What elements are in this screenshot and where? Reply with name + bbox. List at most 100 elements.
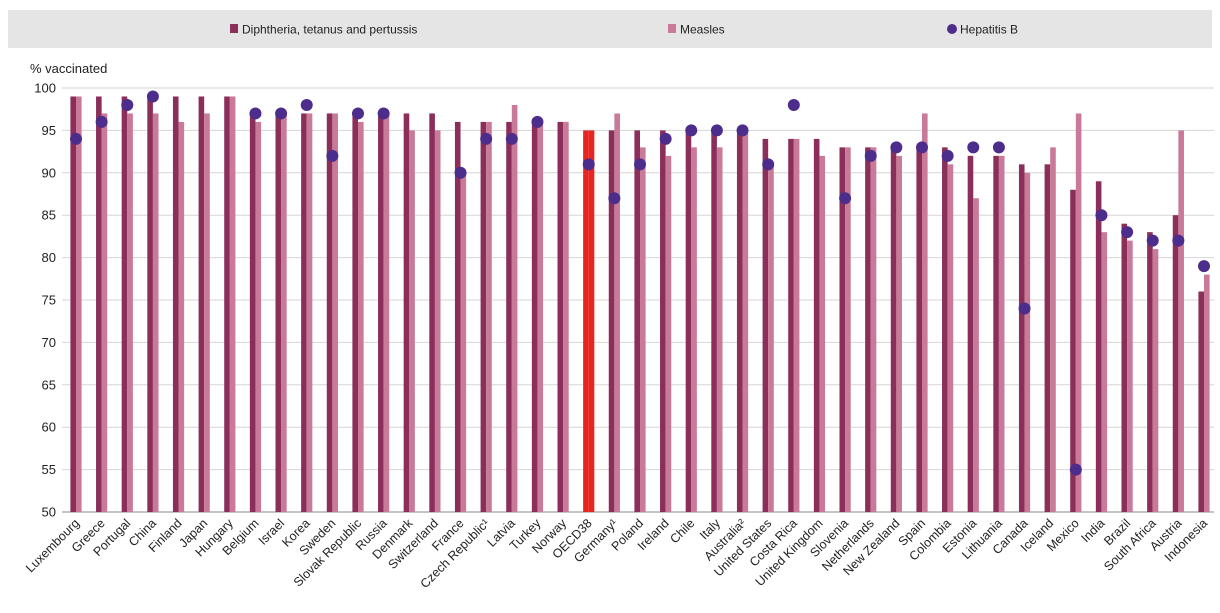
y-axis-label: % vaccinated	[30, 61, 107, 76]
dot-hepb-colombia	[941, 149, 954, 162]
bar-measles-lithuania	[998, 155, 1005, 512]
dot-hepb-israel	[275, 107, 288, 120]
bar-measles-costa-rica	[793, 138, 800, 512]
bar-dtp-norway	[557, 121, 564, 513]
y-tick-label: 90	[42, 165, 56, 180]
bar-measles-finland	[178, 121, 185, 513]
bar-measles-ireland	[665, 155, 672, 512]
bar-dtp-portugal	[121, 96, 128, 512]
bar-measles-united-states	[768, 164, 774, 512]
bar-measles-united-kingdom	[819, 155, 826, 512]
y-tick-label: 50	[42, 505, 56, 520]
bar-dtp-colombia	[942, 147, 948, 513]
y-tick-label: 70	[42, 335, 56, 350]
bar-measles-indonesia	[1204, 274, 1210, 512]
bar-dtp-lithuania	[993, 155, 999, 512]
bar-measles-australia	[742, 130, 749, 512]
bar-dtp-brazil	[1121, 223, 1128, 512]
dot-hepb-canada	[1018, 302, 1031, 315]
bar-measles-china	[152, 113, 159, 512]
dot-hepb-russia	[377, 107, 390, 120]
bar-measles-czech-republic	[486, 121, 492, 513]
dot-hepb-oecd38	[582, 158, 595, 171]
bar-dtp-mexico	[1070, 189, 1076, 512]
bar-dtp-italy	[711, 130, 717, 512]
dot-hepb-south-africa	[1146, 234, 1159, 247]
bar-measles-denmark	[409, 130, 415, 512]
bar-dtp-luxembourg	[70, 96, 76, 512]
bar-dtp-austria	[1172, 215, 1179, 512]
bar-measles-austria	[1178, 130, 1184, 512]
legend-label-hepatitis-b: Hepatitis B	[960, 23, 1018, 37]
bar-measles-colombia	[947, 164, 954, 512]
bar-dtp-hungary	[224, 96, 230, 512]
bar-dtp-sweden	[326, 113, 333, 512]
bar-measles-greece	[101, 113, 108, 512]
legend-label-measles: Measles	[680, 23, 725, 37]
dot-hepb-ireland	[659, 132, 672, 145]
bar-dtp-germany	[608, 130, 615, 512]
legend-marker-measles	[668, 24, 676, 33]
hepatitis-b-markers	[70, 90, 1210, 476]
bar-measles-poland	[640, 147, 646, 513]
bar-dtp-korea	[301, 113, 307, 512]
y-tick-label: 80	[42, 250, 56, 265]
bar-measles-south-africa	[1152, 249, 1159, 512]
legend-label-diphtheria-tetanus-and-pertussis: Diphtheria, tetanus and pertussis	[242, 23, 417, 37]
dot-hepb-korea	[300, 98, 313, 111]
dot-hepb-slovenia	[839, 192, 852, 205]
bar-dtp-spain	[916, 147, 922, 513]
bar-dtp-costa-rica	[788, 138, 794, 512]
bars	[70, 96, 1210, 513]
y-tick-label: 75	[42, 293, 56, 308]
bar-dtp-united-states	[762, 138, 769, 512]
bar-dtp-slovenia	[839, 147, 846, 513]
dot-hepb-china	[146, 90, 159, 103]
bar-dtp-switzerland	[429, 113, 435, 512]
bar-dtp-turkey	[531, 121, 538, 513]
y-tick-label: 95	[42, 123, 56, 138]
bar-dtp-south-africa	[1147, 232, 1153, 512]
dot-hepb-indonesia	[1198, 260, 1210, 273]
bar-dtp-new-zealand	[890, 147, 897, 513]
bar-measles-slovak-republic	[358, 121, 364, 513]
bar-measles-turkey	[537, 121, 544, 513]
bar-measles-iceland	[1050, 147, 1056, 513]
y-tick-label: 85	[42, 208, 56, 223]
bar-measles-france	[460, 172, 467, 513]
bar-dtp-belgium	[249, 113, 256, 512]
dot-hepb-czech-republic	[480, 132, 493, 145]
bar-measles-oecd38	[588, 130, 595, 512]
y-tick-label: 60	[42, 420, 56, 435]
dot-hepb-estonia	[967, 141, 980, 154]
dot-hepb-brazil	[1121, 226, 1134, 239]
bar-measles-spain	[922, 113, 928, 512]
x-axis-labels: LuxembourgGreecePortugalChinaFinlandJapa…	[23, 516, 1210, 591]
bar-dtp-canada	[1018, 164, 1025, 512]
bar-dtp-czech-republic	[480, 121, 487, 513]
bar-measles-korea	[306, 113, 313, 512]
bar-dtp-denmark	[403, 113, 410, 512]
dot-hepb-austria	[1172, 234, 1185, 247]
bar-dtp-finland	[172, 96, 179, 512]
dot-hepb-australia	[736, 124, 749, 137]
y-tick-label: 65	[42, 377, 56, 392]
bar-measles-portugal	[127, 113, 133, 512]
bar-dtp-oecd38	[583, 130, 589, 512]
x-tick-label: Chile	[667, 516, 697, 546]
bar-measles-sweden	[332, 113, 338, 512]
dot-hepb-belgium	[249, 107, 262, 120]
legend: Diphtheria, tetanus and pertussis Measles…	[230, 23, 1018, 37]
dot-hepb-slovak-republic	[352, 107, 364, 120]
bar-dtp-chile	[685, 130, 692, 512]
dot-hepb-germany	[608, 192, 621, 205]
bar-dtp-india	[1095, 181, 1102, 512]
bar-measles-israel	[281, 113, 287, 512]
bar-measles-japan	[204, 113, 210, 512]
bar-dtp-netherlands	[865, 147, 871, 513]
bar-measles-netherlands	[870, 147, 877, 513]
dot-hepb-portugal	[121, 98, 134, 111]
dot-hepb-india	[1095, 209, 1108, 222]
bar-dtp-indonesia	[1198, 291, 1204, 512]
bar-dtp-poland	[634, 130, 640, 512]
